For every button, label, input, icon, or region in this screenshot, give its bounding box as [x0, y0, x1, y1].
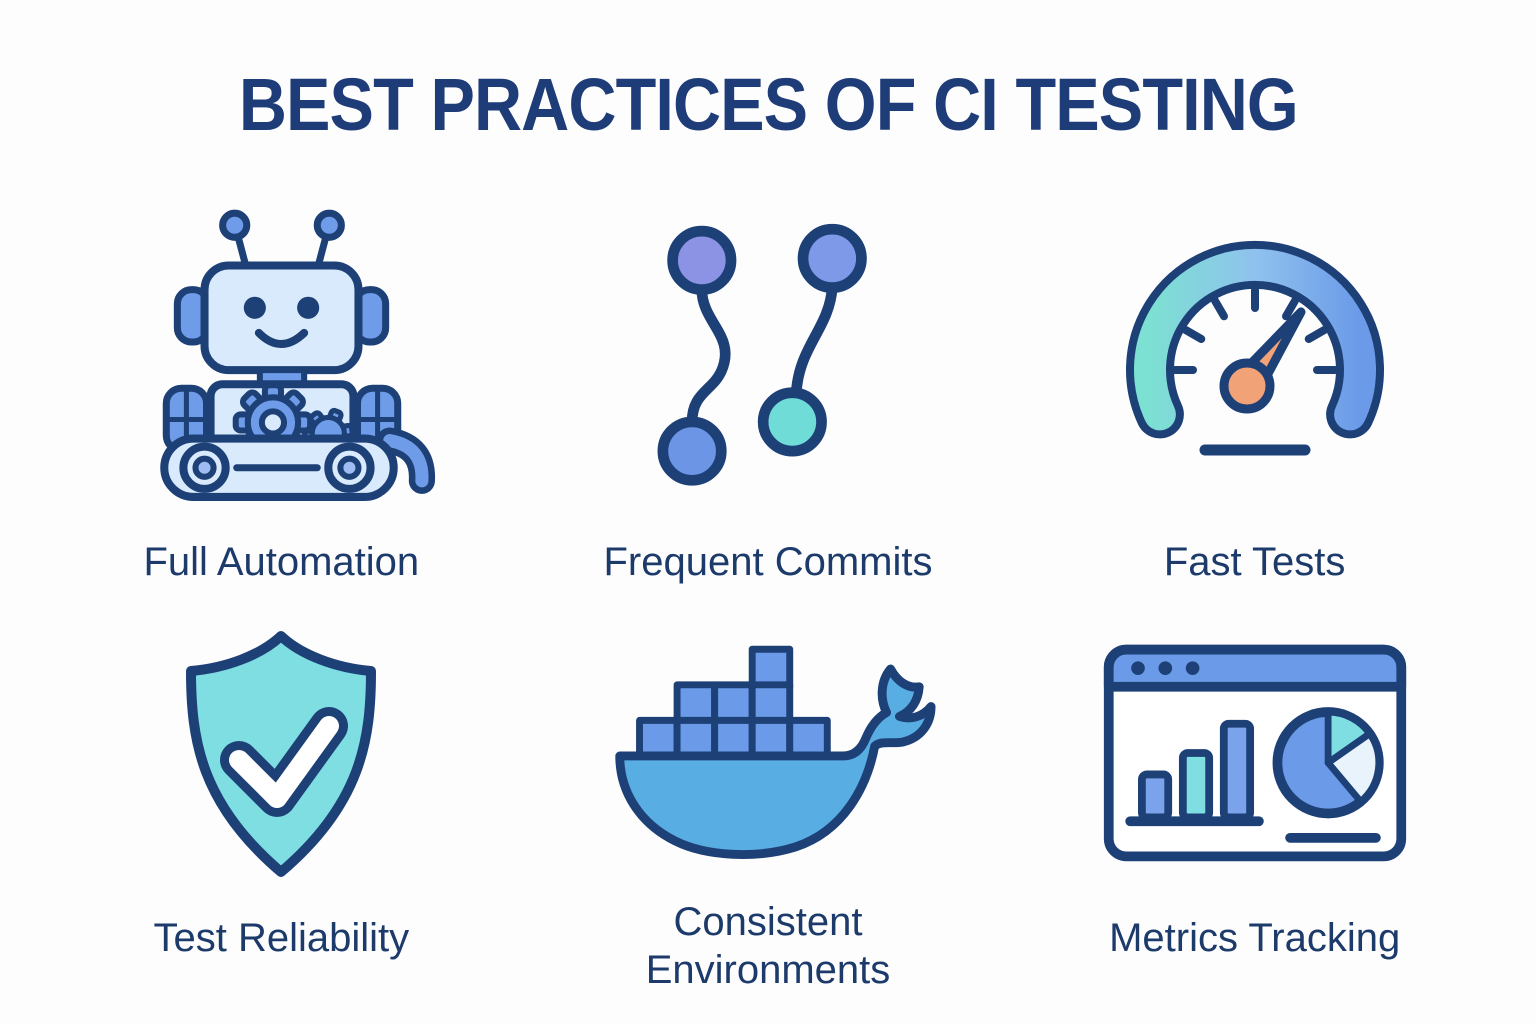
item-consistent-environments: Consistent Environments	[525, 622, 1012, 994]
item-fast-tests: Fast Tests	[1011, 176, 1498, 586]
speedometer-icon	[1125, 240, 1384, 456]
containers	[636, 645, 831, 762]
robot-icon	[160, 209, 436, 501]
gauge-ticks	[1170, 286, 1339, 374]
item-frequent-commits: Frequent Commits	[525, 176, 1012, 586]
docker-whale-icon-box	[600, 622, 936, 884]
git-commits-icon-box	[622, 176, 914, 516]
checkmark-icon	[220, 707, 349, 817]
item-test-reliability: Test Reliability	[38, 622, 525, 994]
item-label-frequent-commits: Frequent Commits	[603, 540, 933, 584]
dashboard-metrics-icon-box	[1099, 622, 1411, 884]
docker-whale-icon	[615, 645, 936, 859]
robot-icon-box	[120, 176, 442, 516]
item-metrics-tracking: Metrics Tracking	[1011, 622, 1498, 994]
item-label-full-automation: Full Automation	[143, 540, 420, 584]
item-label-metrics-tracking: Metrics Tracking	[1109, 916, 1401, 960]
dashboard-metrics-icon	[1103, 644, 1406, 862]
title-bar: BEST PRACTICES OF CI TESTING	[0, 0, 1536, 172]
window-titlebar	[1103, 644, 1406, 692]
page-title: BEST PRACTICES OF CI TESTING	[238, 63, 1299, 146]
item-label-test-reliability: Test Reliability	[153, 916, 410, 960]
speedometer-icon-box	[1105, 176, 1405, 516]
shield-check-icon-box	[160, 622, 402, 884]
bar-chart-icon	[1124, 719, 1264, 827]
window-dots	[1130, 661, 1200, 675]
items-grid: Full Automation Frequent Commits	[38, 176, 1498, 994]
shield-check-icon	[186, 631, 377, 877]
item-label-fast-tests: Fast Tests	[1163, 540, 1346, 584]
pie-chart-icon	[1272, 707, 1384, 819]
item-label-consistent-environments: Consistent Environments	[645, 900, 891, 992]
git-commits-icon	[657, 223, 867, 486]
item-full-automation: Full Automation	[38, 176, 525, 586]
